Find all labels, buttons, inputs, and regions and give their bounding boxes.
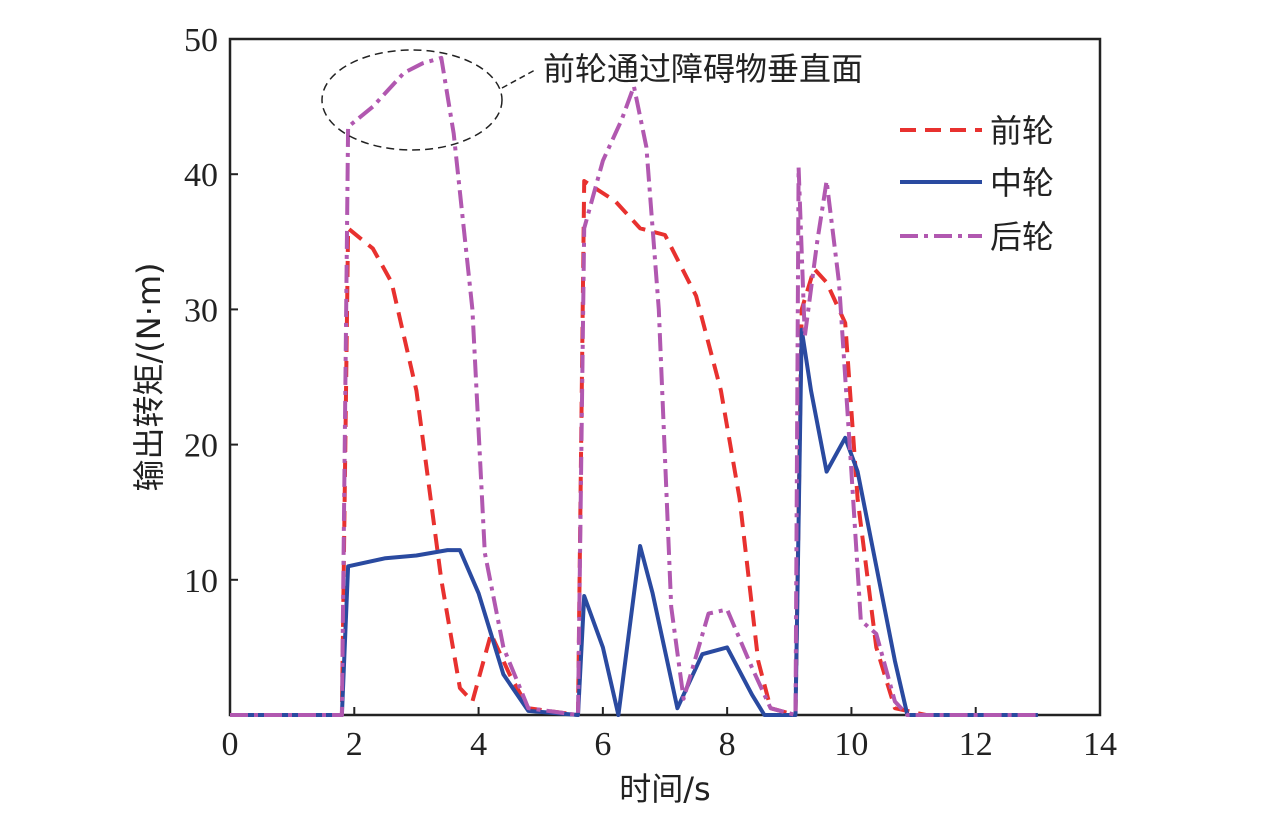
annotation-label: 前轮通过障碍物垂直面 — [543, 50, 863, 88]
x-tick-label: 2 — [346, 726, 363, 763]
annotation-leader — [501, 69, 536, 89]
series-layer — [230, 55, 1038, 717]
y-tick-label: 40 — [184, 157, 218, 194]
series-line-middle — [230, 327, 1038, 717]
x-tick-label: 10 — [834, 726, 868, 763]
legend-label-front: 前轮 — [990, 112, 1054, 150]
y-tick-label: 10 — [184, 563, 218, 600]
x-tick-label: 6 — [594, 726, 611, 763]
x-tick-label: 14 — [1083, 726, 1117, 763]
y-tick-label: 50 — [184, 22, 218, 59]
legend-label-rear: 后轮 — [990, 218, 1054, 256]
legend: 前轮 中轮 后轮 — [900, 112, 1054, 256]
x-axis-ticks: 0 2 4 6 8 10 12 14 — [222, 707, 1117, 763]
y-tick-label: 20 — [184, 428, 218, 465]
annotation-ellipse — [321, 49, 503, 151]
x-tick-label: 0 — [222, 726, 239, 763]
plot-frame — [228, 37, 1102, 717]
x-tick-label: 8 — [719, 726, 736, 763]
legend-label-middle: 中轮 — [990, 164, 1054, 202]
x-tick-label: 12 — [959, 726, 993, 763]
x-tick-label: 4 — [470, 726, 487, 763]
series-line-front — [230, 179, 1038, 717]
y-axis-ticks: 10 20 30 40 50 — [184, 22, 238, 600]
y-axis-title: 输出转矩/(N·m) — [130, 262, 168, 491]
series-line-rear — [230, 55, 1038, 717]
x-axis-title: 时间/s — [619, 770, 710, 808]
y-tick-label: 30 — [184, 292, 218, 329]
